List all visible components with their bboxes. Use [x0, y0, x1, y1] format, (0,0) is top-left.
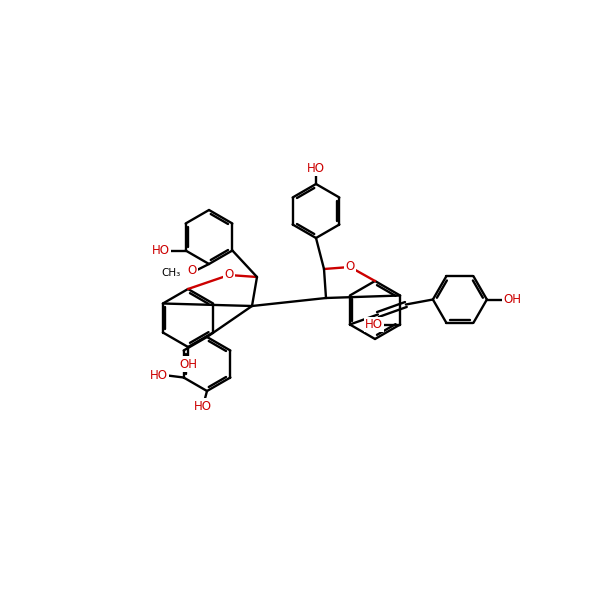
Text: HO: HO [365, 318, 383, 331]
Text: OH: OH [503, 293, 521, 306]
Text: OH: OH [179, 358, 197, 370]
Text: O: O [188, 263, 197, 277]
Text: O: O [346, 260, 355, 274]
Text: HO: HO [152, 244, 170, 257]
Text: O: O [224, 269, 233, 281]
Text: HO: HO [149, 369, 167, 382]
Text: CH₃: CH₃ [162, 268, 181, 278]
Text: HO: HO [307, 161, 325, 175]
Text: HO: HO [194, 400, 212, 413]
